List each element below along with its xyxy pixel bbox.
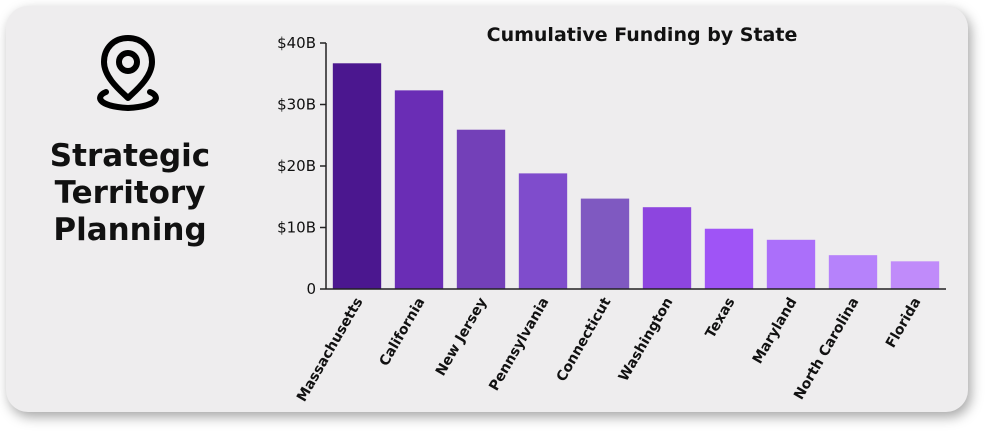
bar-connecticut xyxy=(580,198,630,289)
title-line-1: Strategic xyxy=(49,138,211,174)
x-tick-label: Florida xyxy=(883,295,924,351)
location-pin-icon xyxy=(97,35,159,112)
panel-title: Strategic Territory Planning xyxy=(30,138,230,249)
y-tick-label: $10B xyxy=(277,219,316,237)
x-tick-label: Washington xyxy=(616,295,677,384)
chart-title: Cumulative Funding by State xyxy=(487,24,798,46)
bar-pennsylvania xyxy=(518,173,568,289)
x-tick-label: Texas xyxy=(703,295,739,341)
x-tick-label: Connecticut xyxy=(554,295,615,385)
bar-california xyxy=(394,90,444,289)
x-tick-label: New Jersey xyxy=(433,295,491,379)
x-tick-label: Massachusetts xyxy=(294,295,366,405)
y-tick-label: 0 xyxy=(306,280,316,298)
bar-texas xyxy=(704,228,754,289)
bar-new-jersey xyxy=(456,129,506,289)
bar-maryland xyxy=(766,239,816,289)
bar-north-carolina xyxy=(828,255,878,289)
y-tick-label: $20B xyxy=(277,157,316,175)
y-tick-label: $40B xyxy=(277,34,316,52)
title-line-2: Territory xyxy=(54,175,206,211)
x-tick-label: North Carolina xyxy=(791,295,862,403)
bar-florida xyxy=(890,261,940,289)
x-tick-label: California xyxy=(377,295,429,369)
x-tick-label: Maryland xyxy=(750,295,801,367)
y-tick-label: $30B xyxy=(277,96,316,114)
bar-washington xyxy=(642,207,692,289)
x-tick-label: Pennsylvania xyxy=(486,295,552,394)
title-line-3: Planning xyxy=(53,212,207,248)
bar-massachusetts xyxy=(332,63,382,289)
